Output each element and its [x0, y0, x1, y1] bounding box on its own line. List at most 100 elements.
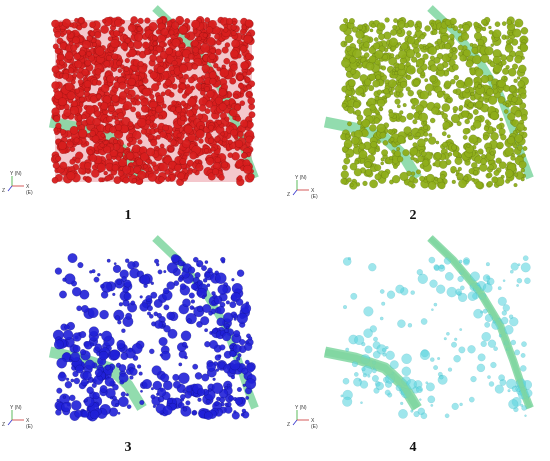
particle	[89, 130, 96, 137]
particle	[231, 39, 240, 48]
particle	[148, 22, 158, 31]
particle	[237, 175, 243, 181]
particle	[178, 25, 188, 35]
particle	[163, 304, 170, 311]
particle	[213, 295, 223, 305]
particle	[81, 68, 89, 76]
particle	[66, 91, 76, 100]
particle	[214, 156, 221, 163]
particle	[110, 38, 120, 49]
particle	[178, 402, 185, 409]
panel-2: Y (N) X (E) Z 2	[275, 0, 550, 230]
particle	[72, 287, 82, 297]
particle	[149, 314, 154, 319]
particle	[418, 112, 428, 122]
particle	[431, 308, 434, 311]
particle	[80, 378, 89, 387]
particle	[218, 102, 227, 111]
particle	[215, 368, 220, 372]
particle	[342, 164, 348, 171]
particle	[363, 306, 374, 317]
particle	[241, 24, 247, 30]
particle	[506, 19, 512, 25]
particle	[77, 79, 84, 85]
particle	[476, 363, 486, 373]
particle	[502, 84, 511, 92]
particle	[149, 115, 156, 122]
particle	[245, 52, 253, 60]
particle	[52, 162, 60, 169]
particle	[211, 382, 224, 394]
particle	[487, 180, 493, 187]
particle	[448, 33, 455, 40]
particle	[100, 84, 110, 93]
particle	[208, 71, 217, 80]
particle	[368, 85, 375, 92]
particle	[188, 292, 195, 299]
particle	[214, 400, 220, 406]
particle	[200, 90, 206, 96]
particle	[186, 318, 192, 324]
particle	[490, 43, 494, 47]
particle	[135, 158, 143, 166]
river-channel	[324, 348, 420, 410]
particle	[62, 72, 69, 80]
particle	[59, 290, 67, 299]
particle	[114, 315, 121, 321]
particle	[483, 125, 489, 132]
particle	[112, 111, 118, 117]
particle	[56, 398, 60, 402]
particle	[497, 96, 506, 104]
particle	[229, 77, 237, 85]
particle	[487, 172, 493, 178]
particle	[106, 115, 113, 123]
particle	[115, 402, 120, 407]
particle	[72, 36, 80, 45]
particle	[447, 52, 453, 58]
particle	[151, 365, 162, 376]
particle	[187, 76, 195, 84]
particle	[221, 46, 229, 54]
particle	[177, 172, 185, 180]
particle	[457, 44, 464, 51]
particle	[57, 53, 65, 62]
particle	[135, 111, 141, 117]
particle	[475, 181, 483, 189]
particle	[162, 124, 169, 132]
particle	[70, 378, 75, 383]
particle	[72, 344, 81, 353]
particle	[369, 179, 378, 189]
particle	[113, 138, 118, 144]
particle	[363, 328, 373, 338]
particle	[457, 29, 462, 34]
particle	[208, 124, 214, 131]
particle	[381, 149, 388, 157]
particle	[240, 28, 247, 35]
particle	[512, 28, 522, 38]
particle	[411, 105, 416, 110]
particle	[354, 372, 359, 377]
particle	[113, 30, 120, 37]
particle	[178, 362, 183, 367]
particle	[99, 142, 105, 148]
particle	[113, 176, 122, 184]
particle	[212, 328, 218, 334]
particle	[365, 168, 372, 176]
particle	[88, 326, 99, 337]
particle	[191, 39, 199, 47]
particle	[82, 371, 92, 381]
particle	[78, 128, 88, 138]
particle	[133, 39, 143, 50]
particle	[159, 353, 163, 357]
particle	[368, 55, 377, 64]
particle	[482, 134, 489, 141]
particle	[123, 292, 132, 301]
particle	[437, 357, 441, 360]
particle	[188, 266, 196, 274]
particle	[398, 409, 408, 419]
particle	[237, 131, 244, 138]
particle	[493, 64, 502, 73]
particle	[432, 29, 438, 35]
particle	[508, 399, 519, 410]
particle	[389, 53, 395, 58]
